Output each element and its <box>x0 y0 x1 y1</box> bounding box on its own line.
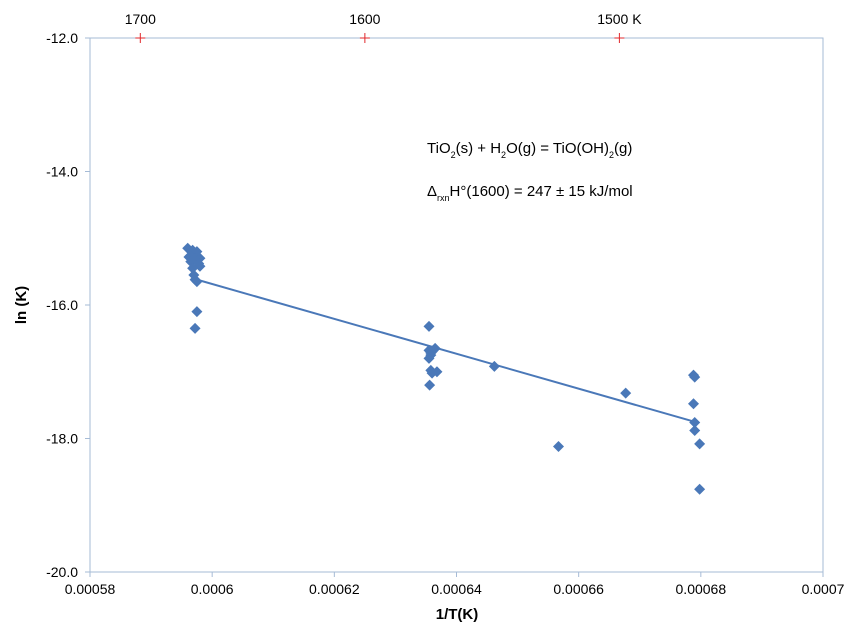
data-point <box>423 320 435 332</box>
x-axis: 0.00058 0.0006 0.00062 0.00064 0.00066 0.0006… <box>65 572 845 597</box>
top-tick-label: 1500 K <box>597 11 642 27</box>
data-point <box>689 371 701 383</box>
data-point <box>694 483 706 495</box>
x-tick-label: 0.0007 <box>802 581 845 597</box>
top-tick-label: 1700 <box>125 11 156 27</box>
x-tick-label: 0.00068 <box>676 581 727 597</box>
data-point <box>694 438 706 450</box>
y-tick-label: -20.0 <box>46 564 78 580</box>
x-tick-label: 0.00062 <box>309 581 360 597</box>
data-point <box>689 416 701 428</box>
y-tick-label: -18.0 <box>46 431 78 447</box>
y-tick-label: -14.0 <box>46 164 78 180</box>
data-point <box>620 387 632 399</box>
data-point <box>189 322 201 334</box>
data-point <box>553 441 565 453</box>
data-point <box>424 379 436 391</box>
top-tick-label: 1600 <box>349 11 380 27</box>
top-temperature-axis: 1700 1600 1500 K <box>125 11 642 43</box>
x-tick-label: 0.00058 <box>65 581 116 597</box>
data-point <box>431 366 443 378</box>
data-point <box>191 306 203 318</box>
data-point <box>688 398 700 410</box>
data-point <box>689 424 701 436</box>
reaction-enthalpy: ΔrxnH°(1600) = 247 ± 15 kJ/mol <box>427 183 633 203</box>
fit-line <box>196 278 695 423</box>
x-tick-label: 0.00066 <box>553 581 604 597</box>
plot-frame <box>89 37 824 573</box>
data-point <box>191 276 203 288</box>
data-points <box>182 242 706 495</box>
data-point <box>488 360 500 372</box>
x-tick-label: 0.00064 <box>431 581 482 597</box>
reaction-equation: TiO2(s) + H2O(g) = TiO(OH)2(g) <box>427 140 632 160</box>
y-axis-title: ln (K) <box>13 286 30 324</box>
y-axis: -12.0 -14.0 -16.0 -18.0 -20.0 <box>46 30 90 580</box>
y-tick-label: -12.0 <box>46 30 78 46</box>
x-axis-title: 1/T(K) <box>436 606 479 623</box>
y-tick-label: -16.0 <box>46 297 78 313</box>
data-point <box>423 352 435 364</box>
x-tick-label: 0.0006 <box>191 581 234 597</box>
